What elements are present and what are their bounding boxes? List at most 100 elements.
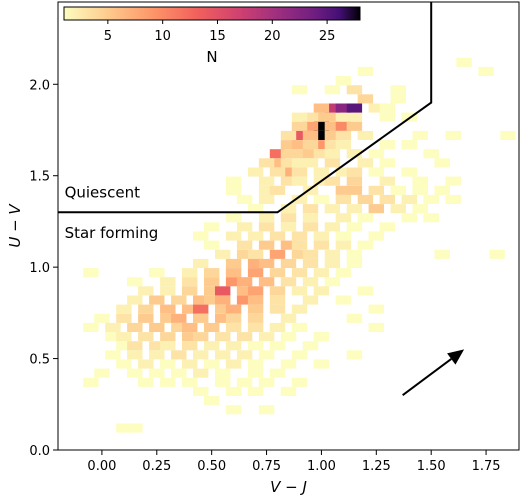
heatmap-cell <box>149 350 165 360</box>
heatmap-cell <box>346 350 363 360</box>
heatmap-cell <box>269 322 286 332</box>
heatmap-cell <box>225 304 242 314</box>
heatmap-cell <box>291 350 308 360</box>
heatmap-cell <box>258 194 275 204</box>
heatmap-cell <box>324 249 341 259</box>
heatmap-cell <box>357 286 374 296</box>
heatmap-cell <box>182 341 198 351</box>
heatmap-cell <box>324 85 341 95</box>
heatmap-cell <box>489 249 505 259</box>
heatmap-cell <box>401 167 417 177</box>
heatmap-cell <box>456 57 472 67</box>
heatmap-cell <box>247 204 264 214</box>
heatmap-cell <box>236 377 253 387</box>
heatmap-cell <box>138 313 154 323</box>
heatmap-cell <box>324 158 341 168</box>
heatmap-cell <box>225 213 242 223</box>
heatmap-cell <box>204 341 220 351</box>
heatmap-cell <box>138 304 154 314</box>
heatmap-cell <box>368 322 384 332</box>
heatmap-cell <box>269 185 286 195</box>
heatmap-cell <box>335 240 352 250</box>
heatmap-cell <box>127 368 143 378</box>
x-tick-label: 1.50 <box>417 459 446 474</box>
heatmap-cell <box>247 304 264 314</box>
heatmap-cell <box>291 249 308 259</box>
heatmap-cell <box>379 140 395 150</box>
y-tick-label: 2.0 <box>29 78 50 93</box>
heatmap-cell <box>215 249 231 259</box>
heatmap-cell <box>379 194 395 204</box>
heatmap-cell <box>149 322 165 332</box>
heatmap-cell <box>193 386 209 396</box>
heatmap-cell <box>291 121 308 131</box>
heatmap-cell <box>247 258 264 268</box>
heatmap-cell <box>368 231 384 241</box>
heatmap-cell <box>149 341 165 351</box>
heatmap-cell <box>215 286 231 296</box>
heatmap-cell <box>193 304 209 314</box>
heatmap-cell <box>225 277 242 287</box>
heatmap-cell <box>324 149 341 159</box>
heatmap-cell <box>105 322 121 332</box>
heatmap-cell <box>258 176 275 186</box>
heatmap-cell <box>127 341 143 351</box>
heatmap-cell <box>291 304 308 314</box>
heatmap-cell <box>247 341 264 351</box>
heatmap-cell <box>204 295 220 305</box>
heatmap-cell <box>368 185 384 195</box>
heatmap-cell <box>247 167 264 177</box>
heatmap-cell <box>258 350 275 360</box>
heatmap-cell <box>357 94 374 104</box>
heatmap-cell <box>324 130 341 140</box>
heatmap-cell <box>335 76 352 86</box>
heatmap-cell <box>247 322 264 332</box>
heatmap-cell <box>357 158 374 168</box>
heatmap-cell <box>225 341 242 351</box>
heatmap-cell <box>236 194 253 204</box>
heatmap-cell <box>412 185 428 195</box>
heatmap-cell <box>401 140 417 150</box>
heatmap-cell <box>204 359 220 369</box>
heatmap-cell <box>368 103 384 113</box>
heatmap-cell <box>302 295 319 305</box>
heatmap-cell <box>236 332 253 342</box>
colorbar-tick-label: 20 <box>264 29 281 44</box>
heatmap-cell <box>225 268 242 278</box>
heatmap-cell <box>379 112 395 122</box>
heatmap-cell <box>434 249 450 259</box>
heatmap-cell <box>346 121 363 131</box>
heatmap-cell <box>160 377 176 387</box>
heatmap-cell <box>94 368 110 378</box>
heatmap-cell <box>182 332 198 342</box>
heatmap-cell <box>204 268 220 278</box>
heatmap-cell <box>291 140 308 150</box>
heatmap-cell <box>280 240 297 250</box>
heatmap-cell <box>182 268 198 278</box>
heatmap-cell <box>247 286 264 296</box>
y-tick-label: 0.0 <box>29 444 50 459</box>
heatmap-cell <box>149 268 165 278</box>
x-axis-ticks: 0.00 0.25 0.50 0.75 1.00 1.25 1.50 1.75 <box>87 450 501 474</box>
heatmap-cell <box>280 277 297 287</box>
heatmap-cell <box>324 176 341 186</box>
heatmap-cell <box>171 295 187 305</box>
heatmap-cell <box>258 377 275 387</box>
heatmap-cell <box>204 277 220 287</box>
heatmap-cell <box>204 322 220 332</box>
heatmap-cell <box>236 350 253 360</box>
heatmap-cell <box>182 304 198 314</box>
heatmap-cell <box>236 286 253 296</box>
y-axis-label: U − V <box>6 203 24 248</box>
heatmap-cell <box>302 185 319 195</box>
heatmap-cell <box>236 240 253 250</box>
heatmap-cell <box>390 185 406 195</box>
heatmap-cell <box>291 167 308 177</box>
heatmap-cell <box>160 286 176 296</box>
heatmap-cell <box>138 286 154 296</box>
heatmap-cell <box>280 213 297 223</box>
heatmap-cell <box>258 213 275 223</box>
heatmap-cell <box>445 130 461 140</box>
heatmap-cell <box>368 204 384 214</box>
